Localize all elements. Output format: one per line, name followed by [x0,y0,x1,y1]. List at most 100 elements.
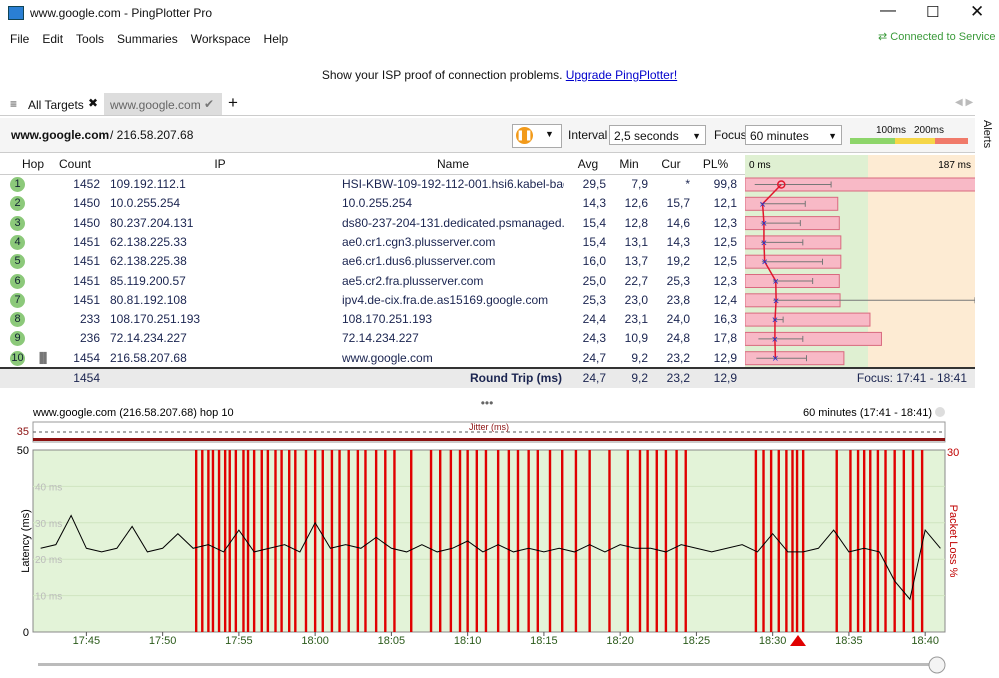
loss-bar [516,450,520,632]
x-tick-label: 17:45 [73,635,101,647]
focus-select[interactable]: 60 minutes ▼ [745,125,842,145]
menu-item[interactable]: File [10,32,30,46]
table-cell: 1451 [73,273,100,288]
column-header[interactable]: Count [58,157,92,171]
tab-close[interactable]: ✖ [88,96,99,110]
table-cell: 7,9 [631,177,648,191]
upgrade-link[interactable]: Upgrade PingPlotter! [565,68,678,82]
menu-item[interactable]: Help [263,32,289,46]
column-header[interactable]: Min [619,157,639,171]
table-cell: 108.170.251.193 [342,312,433,327]
loss-bar [876,450,880,632]
loss-bar [347,450,350,632]
tabs-icon[interactable]: ≡ [10,97,18,111]
active-tab[interactable]: www.google.com ✔ [104,93,222,115]
title-bar: www.google.com - PingPlotter Pro — ☐ ✕ [0,0,999,27]
maximize[interactable]: ☐ [926,4,940,21]
table-cell: 25,3 [582,292,606,307]
table-cell: 14,3 [666,234,690,249]
scale-good [850,138,895,144]
hop-number: 3 [10,215,25,231]
loss-bar [920,450,924,632]
jitter-label: Jitter (ms) [469,422,509,432]
table-cell: 17,8 [713,331,737,346]
tab[interactable]: All Targets [28,98,84,112]
x-tick-label: 18:05 [378,635,406,647]
table-cell: 12,5 [713,254,737,269]
y2-tick-label: 30 [947,447,959,459]
loss-bar [655,450,658,632]
loss-bar [626,450,629,632]
loss-bar [294,450,297,632]
x-tick-label: 18:25 [683,635,711,647]
loss-bar [675,450,678,632]
slider-knob[interactable] [928,656,946,674]
loss-bar [338,450,341,632]
summary-cell: 9,2 [631,371,648,385]
tab-scroll[interactable]: ◀ ▶ [955,97,974,108]
grid-label: 20 ms [35,555,62,566]
connection-status[interactable]: ⇄ Connected to Service [878,31,996,43]
table-cell: 1452 [73,177,100,191]
x-tick-label: 18:30 [759,635,787,647]
loss-bar [769,450,773,632]
table-cell: 108.170.251.193 [110,312,201,327]
x-tick-label: 18:00 [301,635,329,647]
focus-marker[interactable] [790,635,806,646]
scale-label: 100ms [876,125,907,136]
table-cell: 23,1 [624,312,648,327]
column-header[interactable]: Latency [838,157,882,171]
summary-cell: 24,7 [582,371,606,385]
menu-item[interactable]: Edit [42,32,64,46]
menu-item[interactable]: Workspace [190,32,251,46]
loss-bar [438,450,442,632]
column-header[interactable]: Hop [21,157,44,171]
loss-bar [313,450,317,632]
plot-area [32,449,946,633]
alerts-tab[interactable]: Alerts [975,116,999,156]
pause-button[interactable]: ❚❚ ▼ [512,124,562,148]
loss-bar [548,450,552,632]
table-cell: 24,8 [666,331,690,346]
loss-bar [330,450,334,632]
summary-row: 1454 Round Trip (ms) 24,7 9,2 23,2 12,9 Focus:… [0,367,975,388]
table-cell: 80.81.192.108 [110,292,187,307]
menu-item[interactable]: Summaries [117,32,178,46]
column-header[interactable]: PL% [702,157,729,171]
column-header[interactable]: Cur [661,157,681,171]
loss-bar [466,450,469,632]
loss-bar [795,450,799,632]
table-cell: 1451 [73,292,100,307]
graph-title: www.google.com (216.58.207.68) hop 10 [32,407,234,419]
hop-number: 10 [10,350,25,366]
close[interactable]: ✕ [970,2,985,21]
table-cell: ipv4.de-cix.fra.de.as15169.google.com [342,292,549,307]
menu-item[interactable]: Tools [76,32,105,46]
loss-bar [429,450,433,632]
table-cell: 10.0.255.254 [110,196,181,211]
column-header[interactable]: Avg [577,157,599,171]
summary-cell: 23,2 [666,371,690,385]
splitter-grip[interactable]: ••• [481,396,494,410]
loss-bar [304,450,308,632]
table-cell: 12,3 [713,273,737,288]
time-slider[interactable] [38,663,938,666]
column-header[interactable]: IP [214,157,226,171]
loss-bar [484,450,488,632]
loss-bar [211,450,215,632]
minimize[interactable]: — [880,2,896,19]
table-cell: 1450 [73,215,100,230]
interval-select[interactable]: 2,5 seconds ▼ [609,125,706,145]
table-cell: 72.14.234.227 [342,331,419,346]
loss-bar [869,450,872,632]
x-tick-label: 18:15 [530,635,558,647]
range-dropdown[interactable] [935,407,945,417]
column-header[interactable]: Name [436,157,469,171]
loss-bar [384,450,387,632]
scale-warn [895,138,935,144]
add-tab[interactable]: + [228,93,238,112]
scale-label: 200ms [914,125,945,136]
hop-number: 5 [10,254,25,270]
tab: www.google.com [110,98,201,112]
table-cell: 62.138.225.38 [110,254,187,269]
